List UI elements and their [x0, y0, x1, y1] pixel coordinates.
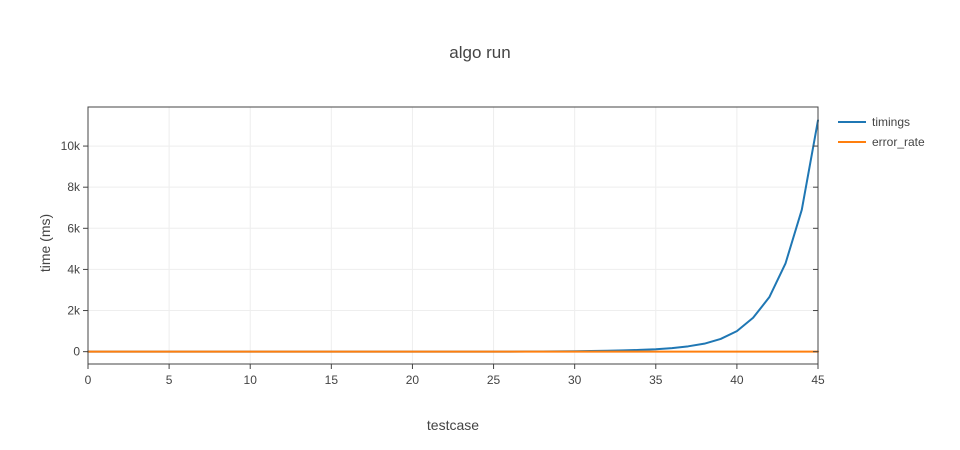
legend-label: error_rate	[872, 135, 925, 149]
legend-item-timings[interactable]: timings	[838, 115, 910, 129]
y-tick-label: 10k	[61, 139, 81, 153]
chart-title: algo run	[449, 43, 510, 62]
legend-item-error-rate[interactable]: error_rate	[838, 135, 925, 149]
x-tick-label: 40	[730, 373, 744, 387]
series-layer	[87, 119, 819, 353]
y-tick-label: 2k	[67, 304, 81, 318]
y-axis-title: time (ms)	[37, 214, 53, 272]
tick-layer: 0 5 10 15 20 25 30 35 40 45 0 2k 4k 6k 8k 10k	[61, 139, 825, 387]
y-tick-label: 0	[73, 345, 80, 359]
x-tick-label: 20	[406, 373, 420, 387]
x-tick-label: 35	[649, 373, 663, 387]
grid-layer	[87, 107, 819, 364]
x-axis-title: testcase	[427, 417, 479, 433]
y-tick-label: 4k	[67, 262, 81, 276]
legend-label: timings	[872, 115, 910, 129]
y-tick-label: 8k	[67, 180, 81, 194]
x-tick-label: 30	[568, 373, 582, 387]
x-tick-label: 10	[244, 373, 258, 387]
x-tick-label: 5	[166, 373, 173, 387]
y-tick-label: 6k	[67, 221, 81, 235]
plot-frame	[87, 106, 819, 365]
legend[interactable]: timings error_rate	[838, 115, 925, 149]
x-tick-label: 25	[487, 373, 501, 387]
x-tick-label: 0	[85, 373, 92, 387]
x-tick-label: 45	[811, 373, 825, 387]
series-line-timings[interactable]	[87, 119, 819, 353]
x-tick-label: 15	[325, 373, 339, 387]
